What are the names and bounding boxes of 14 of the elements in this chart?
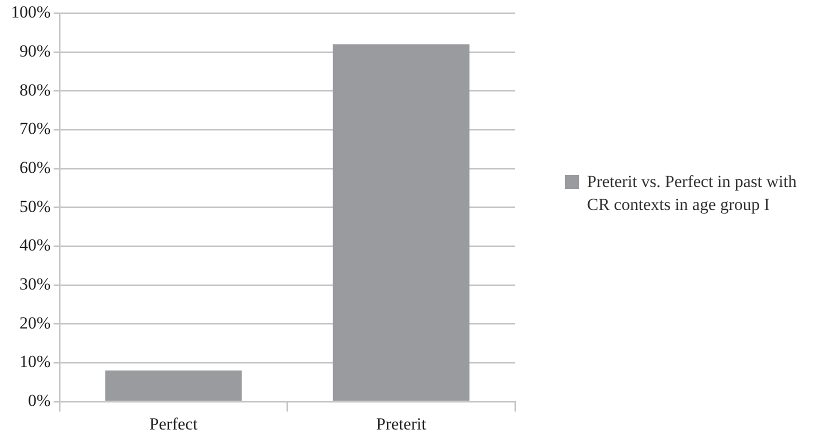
x-tick-label: Preterit bbox=[376, 414, 426, 434]
y-tick-label: 50% bbox=[19, 196, 51, 216]
y-tick-label: 40% bbox=[19, 236, 51, 255]
y-tick-label: 30% bbox=[19, 274, 51, 294]
legend-label: Preterit vs. Perfect in past with CR contexts in age group I bbox=[587, 171, 798, 216]
y-tick-label: 100% bbox=[10, 2, 51, 22]
y-tick-label: 60% bbox=[19, 158, 51, 178]
y-tick-label: 20% bbox=[19, 313, 51, 332]
y-tick-label: 10% bbox=[19, 352, 51, 372]
y-tick-label: 0% bbox=[28, 391, 51, 410]
y-tick-label: 90% bbox=[19, 42, 51, 61]
x-tick-label: Perfect bbox=[149, 414, 198, 434]
y-tick-label: 70% bbox=[19, 119, 51, 138]
y-tick-label: 80% bbox=[19, 80, 51, 100]
